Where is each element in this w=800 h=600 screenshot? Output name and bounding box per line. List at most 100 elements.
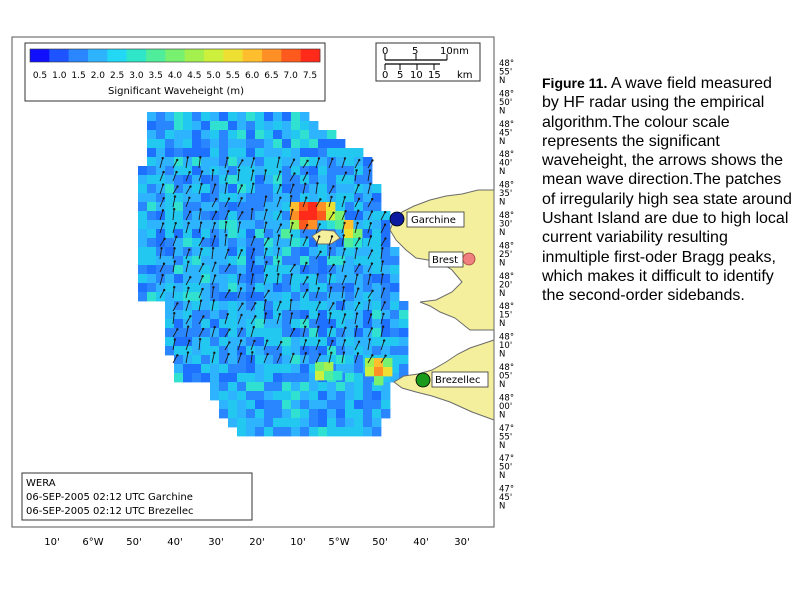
radar-cell	[138, 292, 148, 302]
colorbar-title: Significant Waveheight (m)	[108, 86, 244, 97]
wave-direction-arrow	[276, 248, 280, 260]
arrow-head	[266, 352, 269, 356]
radar-cell	[246, 229, 256, 239]
wave-direction-arrow	[328, 186, 334, 195]
arrow-head	[162, 170, 165, 174]
wave-direction-arrow	[341, 340, 346, 351]
radar-cell	[318, 292, 328, 302]
radar-cell	[318, 184, 328, 194]
radar-cell	[237, 364, 247, 374]
radar-cell	[282, 148, 292, 158]
arrow-head	[356, 352, 360, 355]
arrow-head	[343, 196, 347, 199]
radar-cell	[273, 292, 283, 302]
wave-direction-arrow	[328, 196, 332, 208]
radar-cell	[264, 175, 274, 185]
arrow-head	[227, 197, 231, 200]
colorbar-tick: 1.5	[71, 71, 85, 81]
colorbar-tick: 4.0	[168, 71, 183, 81]
radar-cell	[237, 220, 247, 230]
wave-direction-arrow	[315, 326, 319, 338]
radar-cell	[372, 337, 382, 347]
radar-cell	[210, 238, 220, 248]
wave-direction-arrow	[159, 238, 165, 247]
wave-direction-arrow	[172, 236, 177, 247]
arrow-head	[174, 221, 177, 225]
radar-cell	[336, 193, 346, 203]
radar-cell	[246, 364, 256, 374]
radar-cell	[309, 427, 319, 437]
arrow-head	[241, 302, 244, 305]
arrow-head	[292, 352, 295, 356]
radar-cell	[273, 301, 283, 311]
radar-cell	[219, 202, 229, 212]
arrow-head	[355, 169, 358, 172]
radar-cell	[201, 193, 211, 203]
wave-direction-arrow	[159, 210, 164, 221]
radar-cell	[300, 382, 310, 392]
wave-direction-arrow	[224, 222, 227, 234]
radar-cell	[165, 265, 175, 275]
radar-cell	[282, 364, 292, 374]
radar-cell	[165, 229, 175, 239]
radar-cell	[327, 355, 337, 365]
radar-cell	[174, 310, 184, 320]
radar-cell	[345, 382, 355, 392]
radar-cell	[138, 193, 148, 203]
radar-cell	[336, 238, 346, 248]
radar-cell	[219, 274, 229, 284]
wave-direction-arrow	[224, 353, 229, 364]
wave-direction-arrow	[341, 300, 345, 312]
radar-cell	[381, 265, 391, 275]
arrow-head	[289, 195, 293, 198]
radar-cell	[228, 139, 238, 149]
radar-cell	[282, 346, 292, 356]
radar-cell	[354, 301, 364, 311]
radar-cell	[174, 193, 184, 203]
radar-cell	[192, 265, 202, 275]
wave-direction-arrow	[172, 355, 178, 364]
radar-cell	[300, 337, 310, 347]
radar-cell	[399, 319, 409, 329]
wave-direction-arrow	[354, 159, 360, 169]
radar-cell	[282, 355, 292, 365]
radar-cell	[309, 175, 319, 185]
high-sea-state-cell	[299, 220, 309, 230]
wave-direction-arrow	[302, 160, 308, 169]
radar-cell	[138, 229, 148, 239]
arrow-head	[241, 211, 244, 214]
radar-cell	[174, 139, 184, 149]
wave-direction-arrow	[328, 158, 333, 169]
radar-cell	[255, 328, 265, 338]
wave-direction-arrow	[198, 183, 202, 195]
wave-direction-arrow	[159, 198, 165, 208]
radar-cell	[273, 427, 283, 437]
arrow-head	[160, 247, 163, 250]
radar-cell	[237, 247, 247, 257]
radar-cell	[300, 283, 310, 293]
radar-cell	[255, 247, 265, 257]
wave-direction-arrow	[224, 171, 229, 182]
wave-direction-arrow	[250, 288, 255, 299]
radar-cell	[192, 247, 202, 257]
radar-cell	[399, 310, 409, 320]
longitude-tick: 5°W	[328, 537, 349, 548]
radar-cell	[345, 418, 355, 428]
radar-cell	[165, 337, 175, 347]
arrow-head	[292, 327, 296, 331]
radar-cell	[381, 301, 391, 311]
arrow-head	[277, 247, 281, 250]
high-sea-state-cell	[383, 358, 393, 368]
wave-direction-arrow	[380, 326, 384, 338]
radar-cell	[228, 148, 238, 158]
radar-cell	[327, 418, 337, 428]
radar-cell	[336, 274, 346, 284]
radar-cell	[228, 166, 238, 176]
radar-cell	[255, 400, 265, 410]
radar-cell	[354, 166, 364, 176]
wave-direction-arrow	[380, 274, 384, 286]
arrow-head	[162, 288, 166, 292]
radar-cell	[255, 418, 265, 428]
wave-direction-arrow	[237, 288, 242, 299]
wave-direction-arrow	[159, 274, 164, 286]
